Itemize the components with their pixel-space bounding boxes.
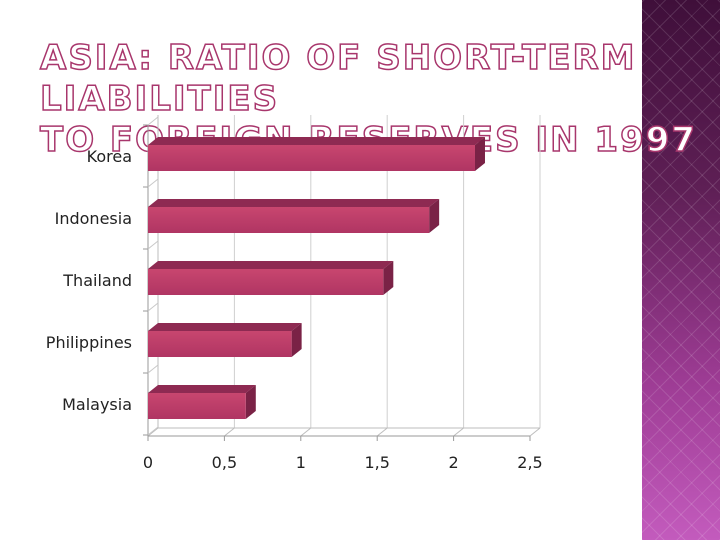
bar-indonesia (148, 199, 440, 233)
bar-malaysia (148, 385, 256, 419)
floor-line-1 (224, 427, 235, 437)
y-depth-4 (147, 364, 159, 374)
floor-line-4 (453, 427, 464, 437)
y-depth-0 (147, 116, 159, 126)
category-label-korea: Korea (87, 147, 132, 166)
category-label-philippines: Philippines (46, 333, 132, 352)
bar-end-face (291, 323, 302, 357)
bar-top-face (148, 323, 302, 331)
x-tick-labels: 0 0,5 1 1,5 2 2,5 (143, 453, 543, 472)
category-labels: Korea Indonesia Thailand Philippines Malaysi… (46, 147, 132, 414)
category-label-thailand: Thailand (62, 271, 132, 290)
y-depth-5 (147, 426, 159, 436)
bar-top-face (148, 199, 440, 207)
x-tick-label-3: 1,5 (364, 453, 389, 472)
x-tick-label-5: 2,5 (517, 453, 542, 472)
y-depth-1 (147, 178, 159, 188)
bar-end-face (245, 385, 256, 419)
bar-end-face (383, 261, 394, 295)
bar-top-face (148, 137, 485, 145)
bar-philippines (148, 323, 302, 357)
bar-front-face (148, 269, 384, 295)
bar-top-face (148, 261, 394, 269)
bar-front-face (148, 331, 292, 357)
category-label-indonesia: Indonesia (55, 209, 132, 228)
title-line-1: Asia: Ratio of short-term liabilities (39, 37, 637, 120)
x-tick-label-2: 1 (296, 453, 306, 472)
floor-line-0 (147, 427, 159, 437)
bar-front-face (148, 145, 475, 171)
bar-thailand (148, 261, 394, 295)
y-depth-3 (147, 302, 159, 312)
bar-end-face (429, 199, 440, 233)
y-depth-2 (147, 240, 159, 250)
bar-end-face (474, 137, 485, 171)
floor-line-5 (529, 427, 541, 437)
x-tick-label-1: 0,5 (212, 453, 237, 472)
category-label-malaysia: Malaysia (62, 395, 132, 414)
floor-line-3 (376, 427, 388, 437)
bar-front-face (148, 393, 246, 419)
bar-front-face (148, 207, 430, 233)
bar-korea (148, 137, 485, 171)
decorative-side-panel (642, 0, 720, 540)
bar-top-face (148, 385, 256, 393)
x-tick-label-0: 0 (143, 453, 153, 472)
bars (148, 137, 485, 419)
x-tick-label-4: 2 (449, 453, 459, 472)
floor-line-2 (300, 427, 312, 437)
